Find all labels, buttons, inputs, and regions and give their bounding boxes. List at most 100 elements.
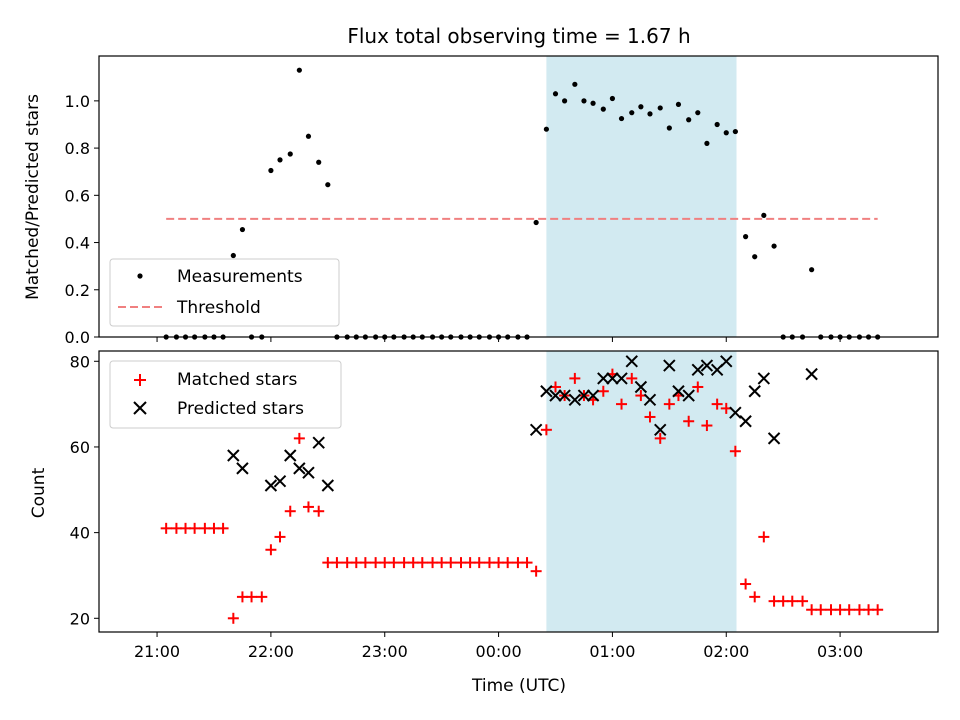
- predicted-point: [529, 423, 543, 437]
- predicted-point: [577, 389, 591, 402]
- predicted-point: [312, 436, 325, 449]
- bottom-y-tick-label: 80: [70, 352, 90, 371]
- predicted-point: [302, 466, 315, 479]
- predicted-point: [729, 406, 742, 419]
- matched-point: [416, 557, 428, 569]
- matched-point: [711, 398, 723, 410]
- matched-point: [284, 505, 296, 517]
- matched-point: [189, 522, 201, 534]
- x-tick-label: 01:00: [589, 642, 635, 661]
- legend-predicted-label: Predicted stars: [177, 399, 304, 419]
- predicted-point: [615, 372, 628, 385]
- matched-point: [473, 557, 485, 569]
- measurement-point: [761, 212, 767, 218]
- predicted-point: [682, 389, 695, 402]
- predicted-point: [227, 449, 240, 462]
- measurement-point: [600, 106, 606, 112]
- legend-measurements-marker: [137, 273, 143, 279]
- predicted-point: [540, 385, 553, 398]
- predicted-point: [757, 372, 771, 385]
- predicted-point: [549, 389, 562, 402]
- matched-point: [626, 372, 638, 384]
- predicted-point: [236, 462, 249, 475]
- top-legend-box: [109, 258, 340, 327]
- predicted-point: [568, 393, 582, 407]
- matched-point: [758, 531, 770, 543]
- matched-point: [597, 385, 609, 397]
- predicted-point: [264, 479, 278, 492]
- matched-point: [740, 578, 752, 590]
- predicted-point: [273, 475, 287, 488]
- top-y-tick-label: 0.0: [65, 328, 90, 347]
- matched-point: [786, 595, 798, 607]
- measurement-point: [230, 252, 236, 259]
- measurement-point: [533, 219, 539, 226]
- matched-point: [388, 557, 400, 569]
- top-y-tick-label: 0.6: [65, 186, 90, 205]
- x-axis-label: Time (UTC): [471, 676, 566, 696]
- matched-point: [692, 381, 704, 393]
- measurement-point: [629, 110, 635, 116]
- predicted-point: [748, 385, 761, 398]
- matched-point: [663, 398, 675, 410]
- bottom-y-axis-label: Count: [29, 467, 49, 518]
- measurement-point: [543, 126, 549, 132]
- top-legend: Measurements Threshold: [109, 258, 340, 327]
- predicted-point: [720, 355, 733, 368]
- matched-point: [521, 557, 533, 569]
- measurement-point: [277, 157, 283, 163]
- measurement-point: [704, 140, 710, 146]
- predicted-point: [597, 372, 610, 385]
- bottom-panel: 20 40 60 80 21:00 22:00 23:00 00:00 01:00 02:00 0…: [29, 350, 939, 696]
- measurement-point: [562, 98, 568, 104]
- x-tick-label: 02:00: [703, 642, 749, 661]
- matched-point: [445, 557, 457, 569]
- bottom-legend: Matched stars Predicted stars: [109, 360, 342, 429]
- matched-point: [274, 531, 286, 543]
- legend-predicted-marker: [133, 401, 147, 415]
- matched-point: [246, 591, 258, 603]
- predicted-point: [586, 389, 600, 402]
- measurement-point: [239, 226, 246, 233]
- matched-point: [265, 544, 277, 556]
- matched-point: [654, 432, 666, 444]
- matched-point: [331, 557, 343, 569]
- matched-point: [569, 372, 581, 384]
- matched-point: [843, 604, 855, 616]
- measurement-point: [287, 151, 293, 157]
- matched-point: [313, 505, 325, 517]
- measurement-point: [723, 130, 729, 136]
- measurement-point: [325, 182, 331, 188]
- matched-point: [302, 501, 314, 513]
- matched-point: [502, 557, 514, 569]
- bottom-legend-box: [109, 360, 342, 429]
- measurement-point: [305, 133, 312, 139]
- measurement-point: [618, 115, 625, 122]
- legend-measurements-label: Measurements: [177, 267, 303, 287]
- matched-point: [749, 591, 761, 603]
- top-y-axis-label: Matched/Predicted stars: [23, 94, 43, 300]
- matched-point: [701, 420, 713, 432]
- measurement-point: [695, 110, 701, 116]
- x-tick-label: 03:00: [817, 642, 863, 661]
- measurement-point: [590, 100, 596, 106]
- bottom-y-tick-label: 20: [70, 609, 90, 628]
- legend-matched-label: Matched stars: [177, 370, 297, 390]
- measurement-point: [581, 98, 587, 104]
- matched-point: [729, 445, 741, 457]
- matched-point: [293, 432, 305, 444]
- measurement-point: [316, 159, 322, 165]
- x-tick-label: 22:00: [248, 642, 294, 661]
- predicted-point: [654, 423, 667, 437]
- predicted-point: [558, 389, 571, 402]
- measurement-point: [771, 243, 777, 249]
- measurement-point: [743, 234, 749, 240]
- matched-point: [815, 604, 827, 616]
- chart-title: Flux total observing time = 1.67 h: [347, 24, 690, 48]
- measurement-point: [714, 121, 720, 128]
- predicted-point: [293, 462, 306, 475]
- top-panel: 0.0 0.2 0.4 0.6 0.8 1.0 Matched/Predicted sta…: [23, 55, 939, 347]
- top-y-tick-label: 0.4: [65, 234, 90, 253]
- measurement-point: [552, 91, 559, 97]
- matched-point: [256, 591, 268, 603]
